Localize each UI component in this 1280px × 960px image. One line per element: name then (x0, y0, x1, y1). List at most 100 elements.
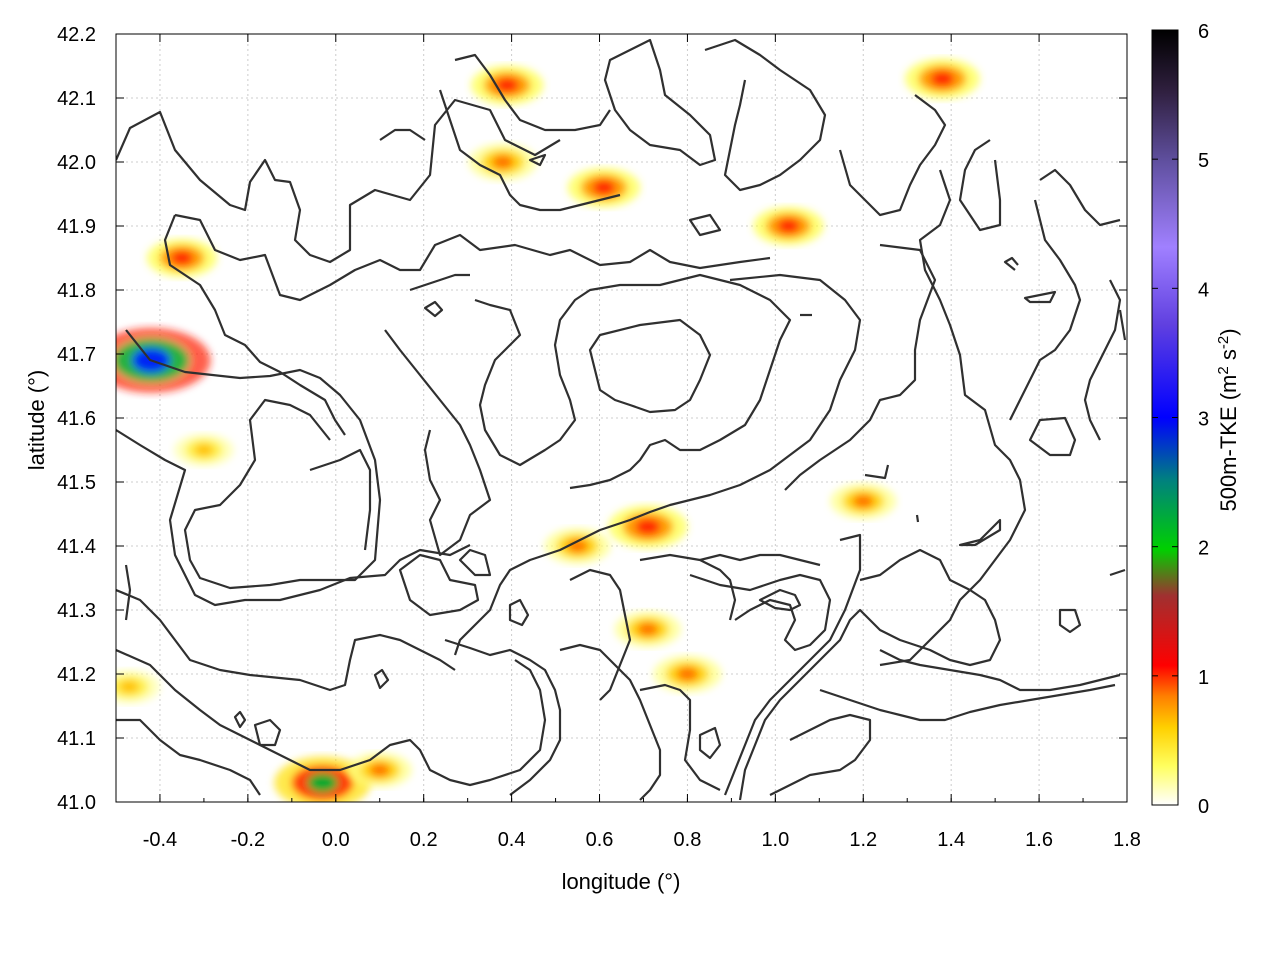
contour-line (699, 553, 821, 567)
y-axis-title: latitude (°) (24, 370, 49, 471)
tke-hotspot (146, 238, 218, 278)
contour-line (453, 273, 862, 656)
tke-hotspot (614, 611, 681, 648)
contour-line (879, 649, 1121, 692)
colorbar-tick-label: 2 (1198, 538, 1209, 560)
contour-line (1028, 416, 1077, 457)
contour-line (1009, 199, 1082, 421)
tke-hotspot (544, 528, 611, 564)
y-tick-label: 41.6 (57, 408, 96, 430)
tke-hotspot (567, 167, 641, 208)
contour-line (738, 548, 1002, 801)
y-tick-label: 42.2 (57, 24, 96, 46)
tke-hotspot (116, 670, 160, 704)
colorbar-tick-label: 0 (1198, 796, 1209, 818)
x-tick-label: 0.0 (322, 829, 350, 851)
x-tick-label: -0.2 (231, 829, 265, 851)
contour-line (116, 429, 471, 607)
y-tick-label: 41.9 (57, 216, 96, 238)
contour-line (1003, 256, 1019, 271)
y-tick-label: 41.0 (57, 792, 96, 814)
contour-line (474, 273, 792, 490)
y-axis: 41.0 41.1 41.2 41.3 41.4 41.5 41.6 41.7 41.8 41.9… (57, 24, 1127, 814)
contour-line (528, 153, 547, 167)
contour-line (688, 213, 722, 237)
contour-line (819, 683, 1116, 722)
y-tick-label: 41.3 (57, 600, 96, 622)
y-tick-label: 41.2 (57, 664, 96, 686)
contour-line (689, 573, 832, 652)
x-tick-label: 1.4 (937, 829, 965, 851)
tke-hotspot (904, 58, 980, 100)
contour-line (508, 598, 530, 627)
contour-line (116, 98, 561, 264)
contour-line (116, 648, 547, 787)
contour-line (444, 638, 562, 796)
contour-line (373, 668, 390, 690)
contour-line (769, 713, 872, 796)
contour-line (879, 169, 1027, 667)
tke-hotspot (830, 483, 897, 520)
contour-line (409, 273, 470, 292)
contour-line (438, 89, 621, 212)
contour-line (1039, 168, 1121, 227)
colorbar-tick-label: 4 (1198, 279, 1209, 301)
contour-line (1083, 279, 1122, 441)
contour-line (309, 448, 372, 551)
x-tick-label: 0.4 (498, 829, 526, 851)
contour-line (784, 243, 937, 491)
contour-line (163, 214, 346, 436)
y-tick-label: 41.8 (57, 280, 96, 302)
colorbar-tick-label: 5 (1198, 150, 1209, 172)
tke-hotspot (174, 433, 234, 467)
x-tick-label: 1.0 (761, 829, 789, 851)
contour-line (864, 464, 890, 480)
x-tick-label: 1.6 (1025, 829, 1053, 851)
y-tick-label: 41.4 (57, 536, 96, 558)
contour-line (398, 553, 480, 617)
contour-line (1118, 309, 1127, 341)
contour-line (639, 683, 721, 791)
contour-line (958, 139, 1002, 232)
x-tick-label: 0.2 (410, 829, 438, 851)
colorbar-tick-label: 3 (1198, 409, 1209, 431)
y-tick-label: 41.1 (57, 728, 96, 750)
y-tick-label: 42.1 (57, 88, 96, 110)
contour-line (639, 553, 737, 621)
contour-line (423, 300, 444, 318)
contour-line (603, 38, 717, 167)
contour-line (958, 518, 1002, 547)
colorbar-tick-label: 6 (1198, 21, 1209, 43)
contour-line (1058, 608, 1082, 634)
contour-line (723, 533, 862, 796)
colorbar-ticks: 0 1 2 3 4 5 6 (1152, 21, 1209, 818)
x-tick-label: 1.2 (849, 829, 877, 851)
x-axis: -0.4 -0.2 0.0 0.2 0.4 0.6 0.8 1.0 1.2 1.4 1.6 1.8 (115, 34, 1141, 851)
y-tick-label: 42.0 (57, 152, 96, 174)
contour-line (838, 94, 947, 217)
contour-line (1109, 568, 1126, 577)
x-tick-label: 1.8 (1113, 829, 1141, 851)
x-axis-title: longitude (°) (562, 869, 681, 894)
contour-line (454, 53, 611, 132)
tke-hotspot (753, 206, 824, 246)
y-tick-label: 41.5 (57, 472, 96, 494)
contour-line (379, 128, 426, 141)
contour-line (124, 564, 132, 621)
contour-line (233, 710, 247, 729)
contour-line (253, 718, 282, 747)
tke-hotspot (347, 752, 412, 788)
y-tick-label: 41.7 (57, 344, 96, 366)
colorbar-label: 500m-TKE (m2 s-2) (1215, 328, 1242, 511)
contour-line (915, 514, 920, 523)
contour-line (174, 213, 771, 302)
tke-shading (116, 58, 980, 802)
tke-hotspot (468, 143, 537, 181)
terrain-contours (116, 38, 1127, 801)
tke-hotspot (653, 655, 722, 693)
contour-line (758, 588, 802, 612)
contour-line (116, 588, 456, 692)
contour-line (569, 568, 632, 701)
x-tick-label: 0.8 (674, 829, 702, 851)
